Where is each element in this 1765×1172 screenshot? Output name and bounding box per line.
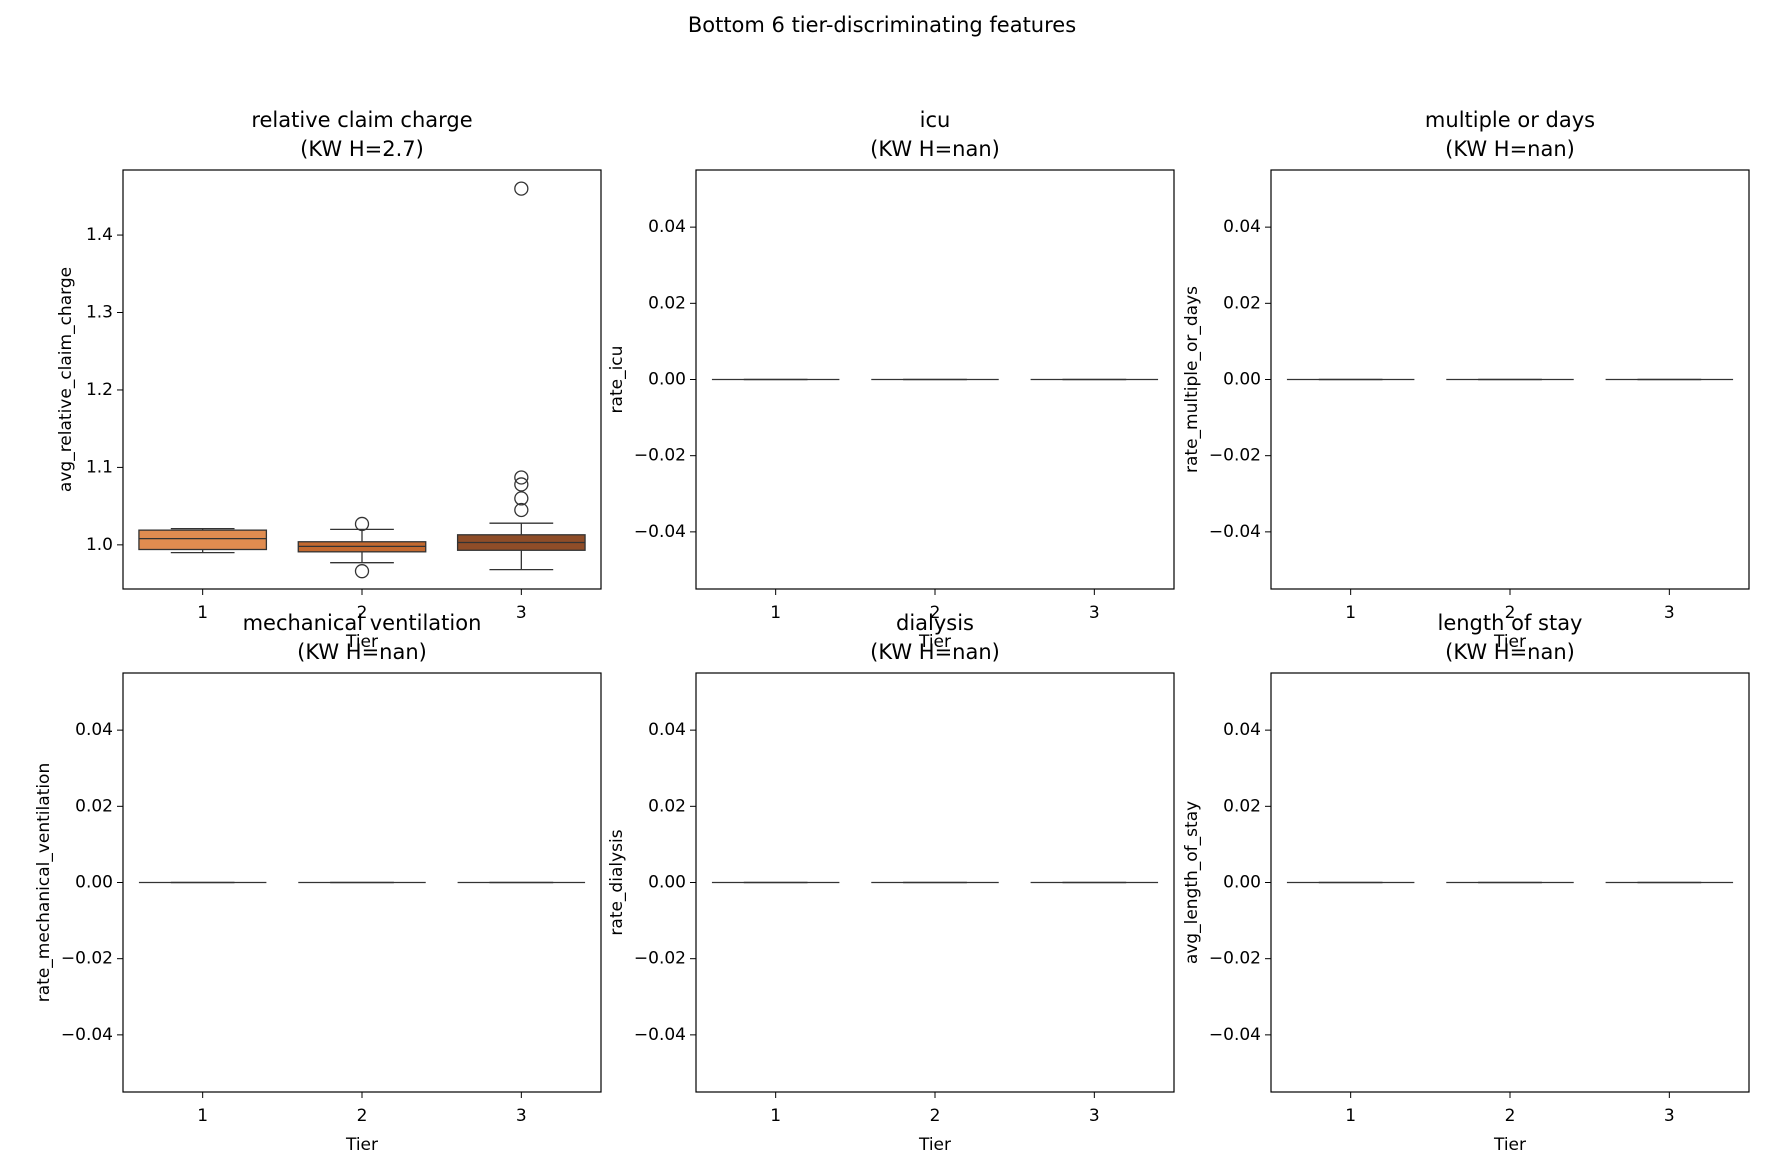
- outlier: [514, 470, 529, 485]
- x-tick-label: 3: [1664, 1106, 1675, 1126]
- axes-frame: [122, 169, 602, 590]
- y-axis-label: rate_mechanical_ventilation: [34, 763, 54, 1002]
- axes-frame: [1270, 672, 1750, 1093]
- subplot: multiple or days (KW H=nan) −0.04 −0.02 0.00…: [1182, 108, 1750, 652]
- y-tick-label: 1.3: [86, 303, 113, 323]
- y-tick-label: 0.04: [1223, 720, 1261, 740]
- outlier: [354, 516, 370, 532]
- outlier: [514, 477, 529, 492]
- y-axis-label: rate_multiple_or_days: [1182, 286, 1202, 473]
- y-tick-label: 1.0: [86, 535, 113, 555]
- subplot-subtitle: (KW H=nan): [1445, 640, 1575, 664]
- subplot-subtitle: (KW H=nan): [870, 137, 1000, 161]
- subplot: dialysis (KW H=nan) −0.04 −0.02 0.00 0.02 0.04…: [607, 611, 1175, 1155]
- y-tick-label: −0.02: [634, 446, 686, 466]
- y-axis-label: avg_length_of_stay: [1182, 801, 1202, 964]
- x-axis-label: Tier: [345, 632, 378, 652]
- subplot-title: relative claim charge: [251, 108, 472, 132]
- subplot-subtitle: (KW H=2.7): [300, 137, 424, 161]
- outlier: [514, 491, 529, 506]
- x-tick-label: 2: [357, 1106, 368, 1126]
- box: [138, 529, 268, 551]
- x-tick-label: 3: [516, 603, 527, 623]
- x-axis-label: Tier: [1493, 1135, 1526, 1155]
- x-axis-label: Tier: [918, 632, 951, 652]
- y-tick-label: 0.00: [648, 370, 686, 390]
- y-tick-label: 1.4: [86, 225, 113, 245]
- x-tick-label: 1: [197, 1106, 208, 1126]
- y-axis-label: rate_icu: [607, 346, 627, 414]
- y-tick-label: −0.04: [634, 522, 686, 542]
- y-tick-label: 0.04: [648, 217, 686, 237]
- y-tick-label: −0.02: [1209, 949, 1261, 969]
- subplot: icu (KW H=nan) −0.04 −0.02 0.00 0.02 0.04 rate_…: [607, 108, 1175, 652]
- y-axis-label: rate_dialysis: [607, 829, 627, 935]
- x-tick-label: 1: [770, 1106, 781, 1126]
- x-tick-label: 2: [1505, 1106, 1516, 1126]
- y-tick-label: 1.1: [86, 457, 113, 477]
- subplot-subtitle: (KW H=nan): [870, 640, 1000, 664]
- x-axis-label: Tier: [345, 1135, 378, 1155]
- y-tick-label: −0.04: [1209, 522, 1261, 542]
- outlier: [514, 502, 529, 518]
- y-tick-label: −0.02: [61, 949, 113, 969]
- outlier: [514, 181, 529, 196]
- x-axis-label: Tier: [918, 1135, 951, 1155]
- y-tick-label: 0.04: [1223, 217, 1261, 237]
- y-tick-label: 0.00: [1223, 873, 1261, 893]
- y-tick-label: −0.04: [1209, 1025, 1261, 1045]
- y-tick-label: −0.04: [634, 1025, 686, 1045]
- x-tick-label: 2: [357, 603, 368, 623]
- subplot: length of stay (KW H=nan) −0.04 −0.02 0.00 0.…: [1182, 611, 1750, 1155]
- y-tick-label: 0.04: [648, 720, 686, 740]
- x-tick-label: 3: [1089, 603, 1100, 623]
- axes-frame: [695, 169, 1175, 590]
- x-tick-label: 1: [197, 603, 208, 623]
- y-axis-label: avg_relative_claim_charge: [56, 267, 76, 492]
- x-axis-label: Tier: [1493, 632, 1526, 652]
- y-tick-label: 0.00: [75, 873, 113, 893]
- y-tick-label: 1.2: [86, 380, 113, 400]
- y-tick-label: 0.02: [648, 796, 686, 816]
- x-tick-label: 3: [1089, 1106, 1100, 1126]
- y-tick-label: 0.02: [648, 293, 686, 313]
- y-tick-label: 0.00: [1223, 370, 1261, 390]
- x-tick-label: 3: [1664, 603, 1675, 623]
- y-tick-label: −0.02: [634, 949, 686, 969]
- y-tick-label: 0.04: [75, 720, 113, 740]
- x-tick-label: 2: [1505, 603, 1516, 623]
- y-tick-label: 0.00: [648, 873, 686, 893]
- x-tick-label: 3: [516, 1106, 527, 1126]
- subplot-subtitle: (KW H=nan): [297, 640, 427, 664]
- subplot-title: multiple or days: [1425, 108, 1595, 132]
- subplot: mechanical ventilation (KW H=nan) −0.04 −0.…: [34, 611, 602, 1155]
- outlier: [354, 564, 370, 579]
- subplot: relative claim charge (KW H=2.7) 1.0 1.1 1.2…: [56, 108, 602, 652]
- subplot-subtitle: (KW H=nan): [1445, 137, 1575, 161]
- y-tick-label: 0.02: [75, 796, 113, 816]
- x-tick-label: 2: [930, 1106, 941, 1126]
- y-tick-label: 0.02: [1223, 796, 1261, 816]
- y-tick-label: −0.02: [1209, 446, 1261, 466]
- subplot-title: mechanical ventilation: [243, 611, 482, 635]
- axes-frame: [1270, 169, 1750, 590]
- subplot-title: icu: [920, 108, 951, 132]
- axes-frame: [122, 672, 602, 1093]
- x-tick-label: 1: [770, 603, 781, 623]
- x-tick-label: 1: [1345, 1106, 1356, 1126]
- x-tick-label: 1: [1345, 603, 1356, 623]
- subplot-title: length of stay: [1437, 611, 1582, 635]
- x-tick-label: 2: [930, 603, 941, 623]
- y-tick-label: −0.04: [61, 1025, 113, 1045]
- axes-frame: [695, 672, 1175, 1093]
- y-tick-label: 0.02: [1223, 293, 1261, 313]
- figure-title: Bottom 6 tier-discriminating features: [688, 13, 1076, 37]
- subplot-title: dialysis: [896, 611, 974, 635]
